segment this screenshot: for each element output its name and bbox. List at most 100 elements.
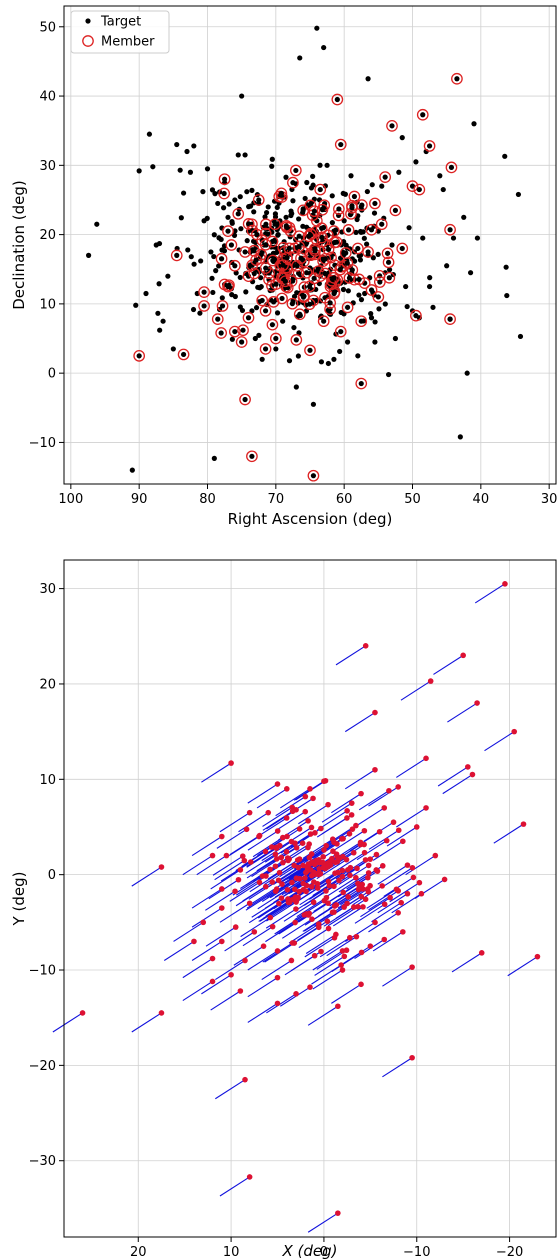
target-point — [379, 183, 385, 189]
target-point — [329, 193, 335, 199]
target-point — [243, 289, 249, 295]
member-point-ring — [275, 187, 288, 200]
target-point — [242, 152, 248, 158]
member-point — [272, 851, 279, 858]
member-point — [274, 1000, 281, 1007]
member-point — [395, 827, 402, 834]
motion-vector — [269, 878, 301, 899]
member-point — [328, 855, 335, 862]
member-point — [307, 786, 313, 792]
member-point-core — [232, 263, 238, 269]
member-point-ring — [218, 173, 231, 186]
motion-vector — [295, 890, 327, 911]
motion-vector — [354, 807, 385, 828]
target-point — [427, 275, 433, 281]
member-point — [340, 835, 346, 842]
motion-vector — [484, 731, 515, 752]
target-point — [229, 220, 235, 226]
member-point — [311, 869, 317, 876]
member-point — [358, 981, 364, 988]
target-point — [361, 235, 367, 241]
motion-vector — [281, 918, 313, 939]
member-point-core — [325, 246, 332, 253]
member-point — [237, 988, 244, 994]
target-point — [220, 205, 227, 211]
target-point — [283, 214, 289, 220]
target-point — [297, 55, 303, 61]
target-point — [191, 143, 197, 149]
motion-vector — [219, 1176, 250, 1197]
member-point-core — [368, 287, 375, 293]
motion-vector — [372, 931, 404, 952]
motion-vector — [347, 870, 378, 891]
target-point — [156, 240, 163, 247]
member-point — [348, 800, 355, 806]
member-point-ring — [341, 301, 354, 314]
member-point-core — [282, 278, 288, 284]
member-point-core — [382, 174, 388, 180]
target-point — [338, 309, 344, 316]
motion-vector — [447, 702, 478, 723]
member-point-ring — [302, 230, 315, 243]
member-point-ring — [242, 311, 255, 324]
member-point — [267, 914, 274, 921]
c1-y-tick-label: 0 — [48, 367, 56, 382]
member-point-ring — [362, 246, 374, 258]
member-point — [219, 833, 225, 840]
target-point — [251, 209, 257, 215]
member-point-core — [279, 295, 285, 302]
member-point — [293, 844, 300, 851]
member-point — [283, 815, 290, 821]
member-point — [285, 857, 291, 864]
member-point — [219, 905, 225, 911]
member-point-core — [256, 197, 262, 203]
motion-vector — [383, 876, 414, 897]
member-point — [302, 875, 308, 881]
motion-vector — [262, 806, 293, 827]
motion-vector — [334, 852, 365, 873]
member-point-ring — [246, 450, 258, 463]
target-point — [244, 189, 250, 195]
target-point — [450, 235, 457, 241]
target-point — [215, 200, 221, 207]
target-point — [457, 434, 463, 440]
motion-vector — [257, 898, 289, 919]
member-point-core — [420, 112, 426, 118]
member-point — [272, 888, 279, 894]
member-point — [362, 896, 369, 903]
motion-vector — [214, 860, 245, 881]
member-point — [358, 949, 365, 956]
motion-vector — [261, 841, 292, 862]
member-point-core — [349, 205, 355, 211]
member-point — [308, 883, 315, 890]
member-point — [367, 856, 374, 862]
target-point — [314, 25, 320, 31]
member-point — [288, 838, 295, 845]
member-point-core — [319, 234, 325, 241]
target-point — [257, 285, 263, 291]
motion-vector — [215, 1079, 246, 1100]
member-point-core — [270, 257, 276, 264]
member-point-ring — [215, 252, 228, 265]
member-point — [289, 808, 296, 815]
member-point-ring — [331, 93, 344, 106]
member-point-ring — [287, 176, 299, 189]
member-point-core — [351, 193, 358, 200]
member-point-ring — [281, 281, 294, 294]
member-point — [323, 894, 330, 901]
target-point — [372, 339, 378, 345]
target-point — [474, 235, 481, 241]
member-point-core — [296, 243, 302, 250]
target-point — [237, 274, 243, 281]
member-point — [256, 879, 263, 886]
target-point — [296, 330, 302, 336]
member-point — [191, 938, 197, 945]
target-point — [157, 327, 163, 333]
member-point — [334, 859, 341, 865]
member-point — [329, 909, 336, 916]
member-point-core — [356, 276, 362, 283]
motion-vector — [247, 1002, 278, 1023]
member-point — [400, 838, 406, 845]
target-point — [371, 210, 378, 216]
member-point-core — [286, 245, 292, 251]
